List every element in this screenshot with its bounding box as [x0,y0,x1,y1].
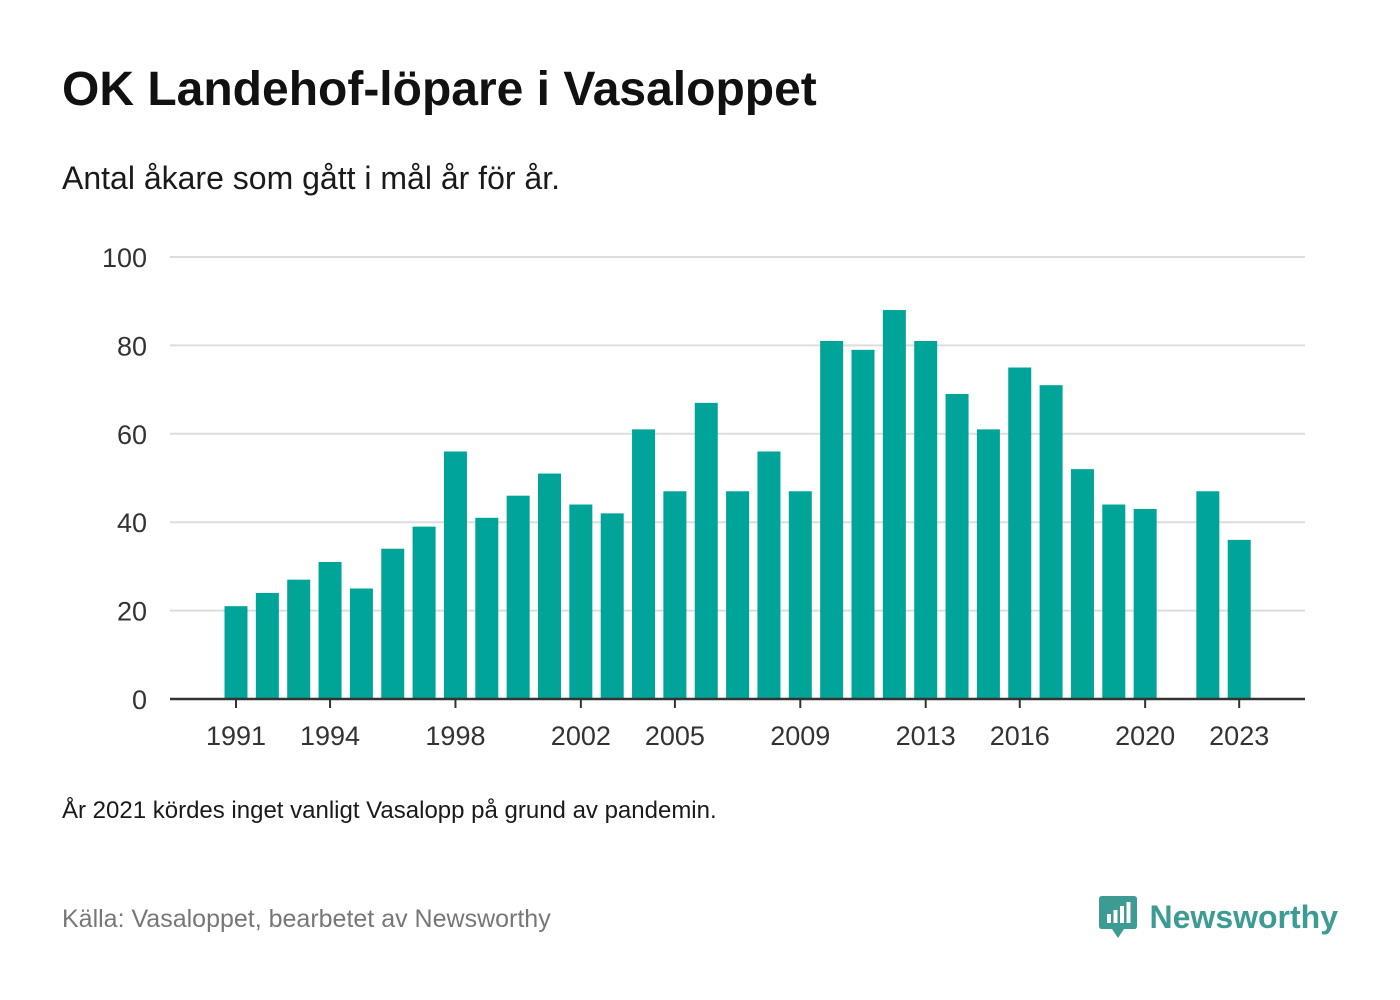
x-axis [170,697,1305,708]
bar-2019 [1102,504,1126,699]
bar-2002 [569,504,593,699]
bar-2001 [538,473,561,699]
bar-1998 [443,451,467,699]
bar-2013 [914,340,938,699]
x-tick-label: 1994 [300,721,360,751]
y-tick-label: 0 [132,685,147,715]
bar-2000 [506,495,530,699]
y-axis-labels: 0 20 40 60 80 100 [102,243,147,715]
bar-1997 [412,526,436,699]
bar-2023 [1227,539,1251,699]
chart-subtitle: Antal åkare som gått i mål år för år. [62,160,560,196]
bar-1994 [318,561,342,699]
bar-2020 [1133,508,1157,699]
bar-1991 [224,606,248,699]
bar-2017 [1039,385,1063,699]
bar-2004 [632,429,656,699]
brand-logo: Newsworthy [1098,893,1338,941]
source-text: Källa: Vasaloppet, bearbetet av Newswort… [62,905,551,933]
y-tick-label: 40 [117,508,147,538]
x-tick-label: 2009 [770,721,830,751]
bar-2015 [976,429,1000,699]
x-tick-label: 2020 [1115,721,1175,751]
bar-2007 [726,491,750,699]
bar-2016 [1008,367,1032,699]
bars [224,310,1251,699]
y-tick-label: 20 [117,597,147,627]
x-tick-label: 1991 [206,721,266,751]
y-tick-label: 100 [102,243,147,273]
bar-1992 [255,592,279,699]
bar-2012 [882,310,906,699]
x-tick-label: 2013 [896,721,956,751]
bar-1995 [349,588,373,699]
brand-name: Newsworthy [1149,898,1338,935]
x-tick-label: 2002 [551,721,611,751]
bar-2018 [1070,469,1094,699]
bar-2003 [600,513,624,699]
chart-title: OK Landehof-löpare i Vasaloppet [62,63,817,116]
newsworthy-logo-icon [1098,896,1137,938]
bar-2010 [820,340,844,699]
x-tick-label: 2016 [990,721,1050,751]
x-tick-label: 2005 [645,721,705,751]
bar-2006 [694,402,718,699]
footnote: År 2021 kördes inget vanligt Vasalopp på… [62,797,717,824]
bar-2014 [945,394,969,699]
bar-2005 [663,491,687,699]
bar-1996 [381,548,405,699]
y-tick-label: 60 [117,420,147,450]
x-axis-labels: 1991 1994 1998 2002 2005 2009 2013 2016 2020 2023 [206,721,1269,751]
x-tick-label: 1998 [425,721,485,751]
bar-2008 [757,451,781,699]
bar-2009 [788,491,812,699]
bar-1993 [287,579,311,699]
bar-1999 [475,517,499,699]
x-tick-label: 2023 [1209,721,1269,751]
bar-2011 [851,349,875,699]
bar-2022 [1196,491,1220,699]
y-tick-label: 80 [117,331,147,361]
